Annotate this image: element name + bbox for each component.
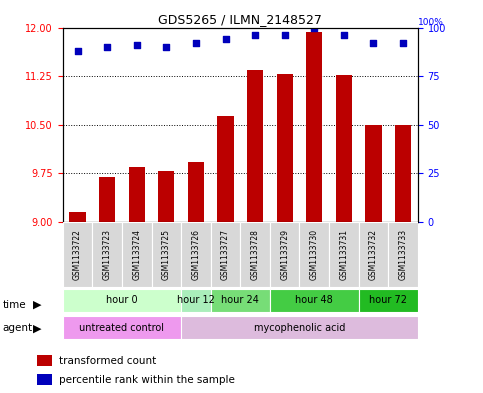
Point — [192, 40, 200, 46]
Bar — [181, 288, 211, 312]
Text: percentile rank within the sample: percentile rank within the sample — [59, 375, 235, 385]
Bar — [181, 222, 211, 287]
Text: transformed count: transformed count — [59, 356, 156, 366]
Bar — [217, 116, 234, 222]
Text: GSM1133729: GSM1133729 — [280, 229, 289, 280]
Text: mycophenolic acid: mycophenolic acid — [254, 323, 345, 333]
Text: GSM1133723: GSM1133723 — [103, 229, 112, 280]
Text: GSM1133733: GSM1133733 — [398, 229, 408, 280]
Bar — [358, 288, 418, 312]
Bar — [181, 316, 418, 340]
Bar — [122, 222, 152, 287]
Text: GSM1133731: GSM1133731 — [340, 229, 348, 280]
Text: GSM1133727: GSM1133727 — [221, 229, 230, 280]
Bar — [336, 75, 352, 222]
Bar — [188, 162, 204, 222]
Text: ▶: ▶ — [32, 299, 41, 310]
Text: ▶: ▶ — [32, 323, 41, 333]
Point — [74, 48, 82, 54]
Bar — [306, 32, 322, 222]
Bar — [70, 212, 85, 222]
Bar — [63, 288, 181, 312]
Point — [162, 44, 170, 50]
Text: hour 12: hour 12 — [177, 295, 215, 305]
Bar — [395, 125, 411, 222]
Bar — [63, 222, 92, 287]
Bar — [211, 222, 241, 287]
Text: 100%: 100% — [418, 18, 444, 27]
Point — [251, 32, 259, 39]
Text: GSM1133728: GSM1133728 — [251, 229, 259, 280]
Bar — [365, 125, 382, 222]
Bar — [63, 316, 181, 340]
Bar — [358, 222, 388, 287]
Text: hour 24: hour 24 — [221, 295, 259, 305]
Bar — [128, 167, 145, 222]
Bar — [37, 374, 53, 385]
Bar — [270, 288, 359, 312]
Bar — [99, 177, 115, 222]
Bar — [388, 222, 418, 287]
Point — [340, 32, 348, 39]
Text: agent: agent — [2, 323, 32, 333]
Bar — [299, 222, 329, 287]
Text: untreated control: untreated control — [80, 323, 164, 333]
Point — [133, 42, 141, 48]
Text: time: time — [2, 299, 26, 310]
Text: GSM1133732: GSM1133732 — [369, 229, 378, 280]
Point — [399, 40, 407, 46]
Bar — [247, 70, 263, 222]
Text: GSM1133725: GSM1133725 — [162, 229, 171, 280]
Point — [222, 36, 229, 42]
Text: GSM1133730: GSM1133730 — [310, 229, 319, 280]
Bar — [211, 288, 270, 312]
Bar — [37, 355, 53, 366]
Text: hour 72: hour 72 — [369, 295, 407, 305]
Bar — [241, 222, 270, 287]
Title: GDS5265 / ILMN_2148527: GDS5265 / ILMN_2148527 — [158, 13, 322, 26]
Text: GSM1133724: GSM1133724 — [132, 229, 141, 280]
Bar — [270, 222, 299, 287]
Text: GSM1133726: GSM1133726 — [191, 229, 200, 280]
Bar — [152, 222, 181, 287]
Text: hour 0: hour 0 — [106, 295, 138, 305]
Point — [103, 44, 111, 50]
Bar — [158, 171, 174, 222]
Point — [281, 32, 288, 39]
Text: GSM1133722: GSM1133722 — [73, 229, 82, 280]
Point — [369, 40, 377, 46]
Bar — [277, 74, 293, 222]
Bar — [329, 222, 358, 287]
Point — [311, 24, 318, 31]
Text: hour 48: hour 48 — [296, 295, 333, 305]
Bar — [92, 222, 122, 287]
